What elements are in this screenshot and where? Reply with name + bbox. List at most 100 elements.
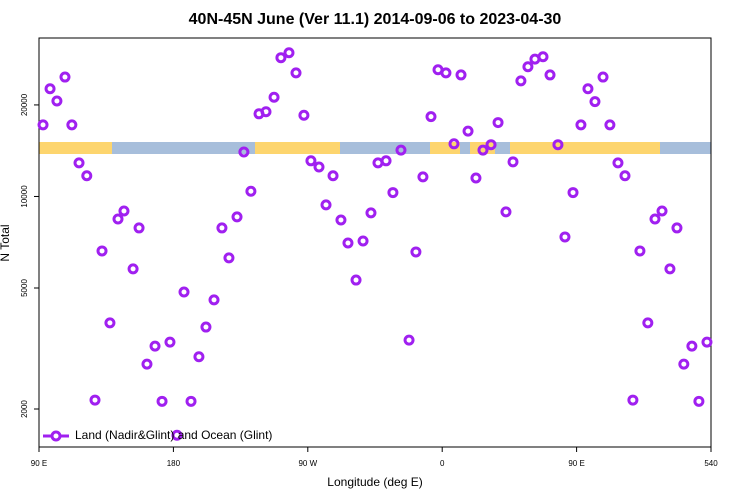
point [268, 91, 280, 103]
point [149, 340, 161, 352]
band-land [255, 142, 340, 154]
point [320, 199, 332, 211]
point [290, 67, 302, 79]
point [178, 286, 190, 298]
point [448, 138, 460, 150]
point [298, 109, 310, 121]
band-land [430, 142, 460, 154]
point [208, 294, 220, 306]
point [642, 317, 654, 329]
x-tick-label: 90 W [298, 459, 317, 468]
point [283, 47, 295, 59]
point [156, 395, 168, 407]
point [164, 336, 176, 348]
point [455, 69, 467, 81]
point [37, 119, 49, 131]
point [612, 157, 624, 169]
point [305, 155, 317, 167]
point [664, 263, 676, 275]
point [335, 214, 347, 226]
point [380, 155, 392, 167]
point [589, 96, 601, 108]
chart-title: 40N-45N June (Ver 11.1) 2014-09-06 to 20… [189, 11, 562, 28]
point [634, 245, 646, 257]
band-land [470, 142, 495, 154]
point [559, 231, 571, 243]
x-tick-label: 90 E [31, 459, 47, 468]
point [627, 394, 639, 406]
point [575, 119, 587, 131]
point [313, 161, 325, 173]
point [582, 83, 594, 95]
point [59, 71, 71, 83]
point [96, 245, 108, 257]
point [365, 207, 377, 219]
point [492, 117, 504, 129]
point [133, 222, 145, 234]
point [327, 170, 339, 182]
point [357, 235, 369, 247]
point [470, 172, 482, 184]
point [649, 213, 661, 225]
point [238, 146, 250, 158]
point [410, 246, 422, 258]
point [395, 144, 407, 156]
point [537, 51, 549, 63]
point [485, 139, 497, 151]
point [425, 111, 437, 123]
point [656, 205, 668, 217]
x-tick-label: 540 [704, 459, 718, 468]
point [44, 83, 56, 95]
point [515, 75, 527, 87]
point [171, 429, 183, 441]
point [141, 358, 153, 370]
y-tick-label: 20000 [20, 93, 29, 116]
x-tick-label: 0 [440, 459, 445, 468]
point [507, 156, 519, 168]
y-tick-label: 2000 [20, 400, 29, 418]
point [619, 170, 631, 182]
point [567, 187, 579, 199]
land-ocean-band [39, 142, 711, 154]
point [200, 321, 212, 333]
point [403, 334, 415, 346]
point [216, 222, 228, 234]
point [231, 211, 243, 223]
point [686, 340, 698, 352]
point [440, 67, 452, 79]
point [597, 71, 609, 83]
legend-marker [50, 430, 62, 442]
point [89, 394, 101, 406]
point [127, 263, 139, 275]
point [350, 274, 362, 286]
point [51, 95, 63, 107]
point [678, 358, 690, 370]
point [118, 205, 130, 217]
x-tick-label: 90 E [568, 459, 584, 468]
point [387, 187, 399, 199]
y-tick-label: 5000 [20, 279, 29, 297]
legend-label: Land (Nadir&Glint) and Ocean (Glint) [75, 428, 272, 442]
point [462, 125, 474, 137]
point [275, 52, 287, 64]
point [342, 237, 354, 249]
point [544, 69, 556, 81]
point [552, 139, 564, 151]
point [81, 170, 93, 182]
band-land [510, 142, 660, 154]
point [223, 252, 235, 264]
plot-frame [38, 37, 712, 448]
point [112, 213, 124, 225]
x-tick-label: 180 [167, 459, 181, 468]
point [245, 185, 257, 197]
point [73, 157, 85, 169]
x-axis-label: Longitude (deg E) [327, 475, 422, 489]
point [604, 119, 616, 131]
point [104, 317, 116, 329]
point [417, 171, 429, 183]
point [193, 351, 205, 363]
point [693, 395, 705, 407]
point [701, 336, 713, 348]
point [522, 61, 534, 73]
point [260, 106, 272, 118]
